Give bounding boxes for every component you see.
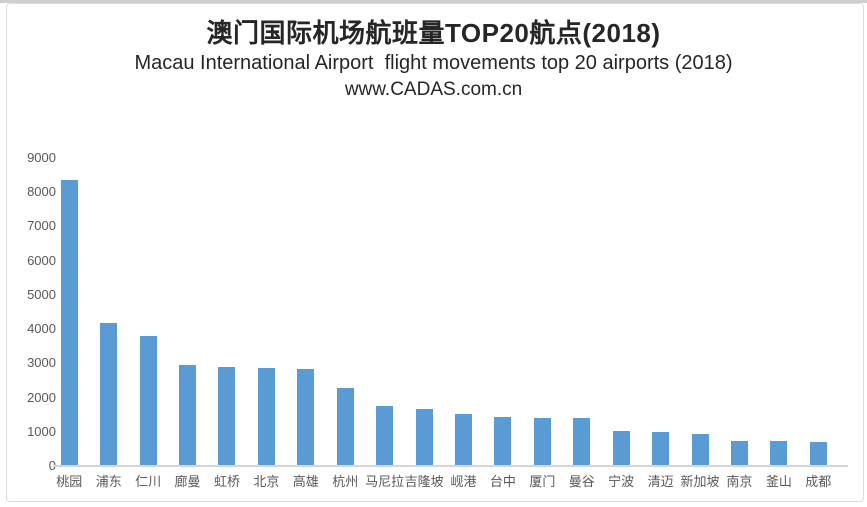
top-divider-line [0, 0, 867, 3]
bar [573, 418, 591, 466]
x-category-label: 吉隆坡 [404, 474, 444, 489]
y-tick-label: 3000 [27, 355, 56, 371]
x-category-label: 杭州 [332, 474, 359, 489]
bar [612, 431, 630, 466]
bar [533, 417, 551, 466]
bar [415, 408, 433, 466]
x-category-label: 岘港 [450, 474, 477, 489]
chart-title: 澳门国际机场航班量TOP20航点(2018) [206, 18, 661, 48]
x-category-label: 新加坡 [680, 474, 720, 489]
bar [297, 368, 315, 466]
y-tick-label: 1000 [27, 423, 56, 439]
x-category-label: 仁川 [135, 474, 162, 489]
bar [336, 387, 354, 466]
bar [652, 432, 670, 466]
chart-source-url: www.CADAS.com.cn [344, 79, 523, 100]
y-tick-label: 7000 [27, 218, 56, 234]
y-tick-label: 9000 [27, 150, 56, 165]
bar [809, 442, 827, 466]
x-category-label: 浦东 [95, 474, 122, 489]
x-category-label: 釜山 [765, 474, 792, 489]
x-category-label: 马尼拉 [365, 474, 405, 489]
x-category-label: 廊曼 [174, 474, 201, 489]
y-tick-label: 2000 [27, 389, 56, 405]
bar [691, 434, 709, 466]
bar [100, 322, 118, 466]
bar [494, 417, 512, 466]
x-category-label: 宁波 [608, 474, 635, 489]
x-category-label: 北京 [253, 474, 280, 489]
x-category-label: 厦门 [529, 474, 556, 489]
x-category-label: 南京 [726, 474, 753, 489]
x-axis-line [53, 465, 848, 467]
y-tick-label: 0 [0, 458, 56, 474]
bar [770, 441, 788, 466]
bar [730, 441, 748, 466]
x-category-label: 清迈 [647, 474, 674, 489]
y-tick-label: 4000 [27, 321, 56, 337]
bar [376, 406, 394, 466]
x-category-label: 曼谷 [568, 474, 595, 489]
bar [60, 179, 78, 466]
bar [179, 365, 197, 466]
bar [257, 368, 275, 466]
x-category-label: 台中 [489, 474, 516, 489]
chart-subtitle: Macau International Airport flight movem… [134, 52, 733, 74]
bar [218, 367, 236, 466]
x-category-label: 高雄 [292, 474, 319, 489]
y-tick-label: 6000 [27, 252, 56, 268]
x-category-label: 虹桥 [213, 474, 240, 489]
bar [139, 335, 157, 466]
y-tick-label: 5000 [27, 286, 56, 302]
chart-border [6, 3, 864, 502]
y-tick-label: 8000 [27, 184, 56, 200]
x-category-label: 桃园 [56, 474, 83, 489]
chart-header: 澳门国际机场航班量TOP20航点(2018) Macau Internation… [0, 16, 867, 102]
bar [455, 414, 472, 466]
x-category-label: 成都 [805, 474, 832, 489]
